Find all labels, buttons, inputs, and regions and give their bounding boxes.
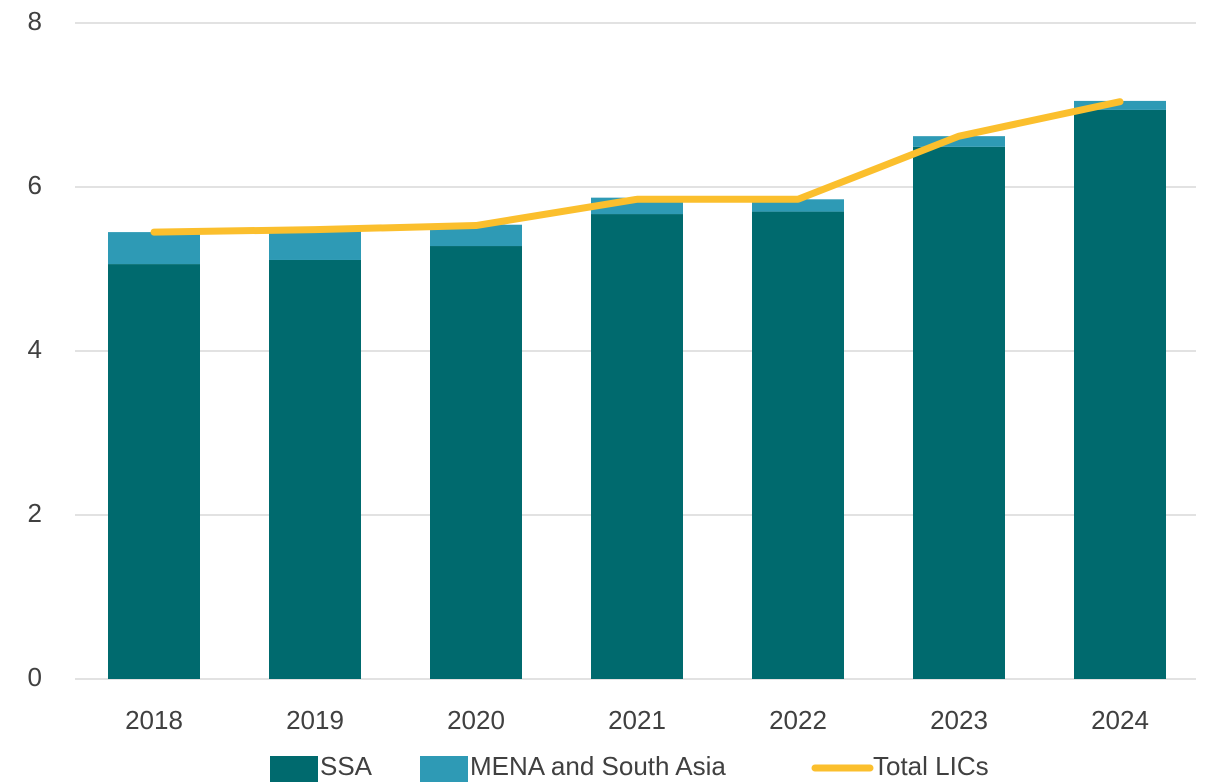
y-tick-label: 4	[28, 334, 42, 364]
bar-segment	[913, 136, 1005, 147]
x-tick-label: 2023	[930, 705, 988, 735]
legend-label: MENA and South Asia	[470, 751, 726, 781]
y-tick-label: 8	[28, 6, 42, 36]
bar-segment	[108, 264, 200, 679]
bar-segment	[269, 231, 361, 260]
line	[150, 98, 1124, 236]
bar-segment	[1074, 109, 1166, 680]
legend-label: SSA	[320, 751, 373, 781]
bar-segment	[430, 246, 522, 680]
x-tick-label: 2020	[447, 705, 505, 735]
bar-segment	[752, 211, 844, 679]
y-tick-label: 6	[28, 170, 42, 200]
x-tick-label: 2021	[608, 705, 666, 735]
y-tick-label: 0	[28, 662, 42, 692]
bar-segment	[108, 232, 200, 265]
bar-segment	[430, 224, 522, 247]
bar-segment	[269, 259, 361, 679]
legend-swatch	[420, 756, 468, 782]
legend-swatch	[270, 756, 318, 782]
x-tick-label: 2024	[1091, 705, 1149, 735]
x-tick-label: 2019	[286, 705, 344, 735]
y-tick-label: 2	[28, 498, 42, 528]
bar-segment	[591, 214, 683, 679]
x-tick-label: 2018	[125, 705, 183, 735]
x-tick-label: 2022	[769, 705, 827, 735]
legend-label: Total LICs	[873, 751, 989, 781]
bar-segment	[913, 146, 1005, 679]
bar-segment	[1074, 100, 1166, 110]
